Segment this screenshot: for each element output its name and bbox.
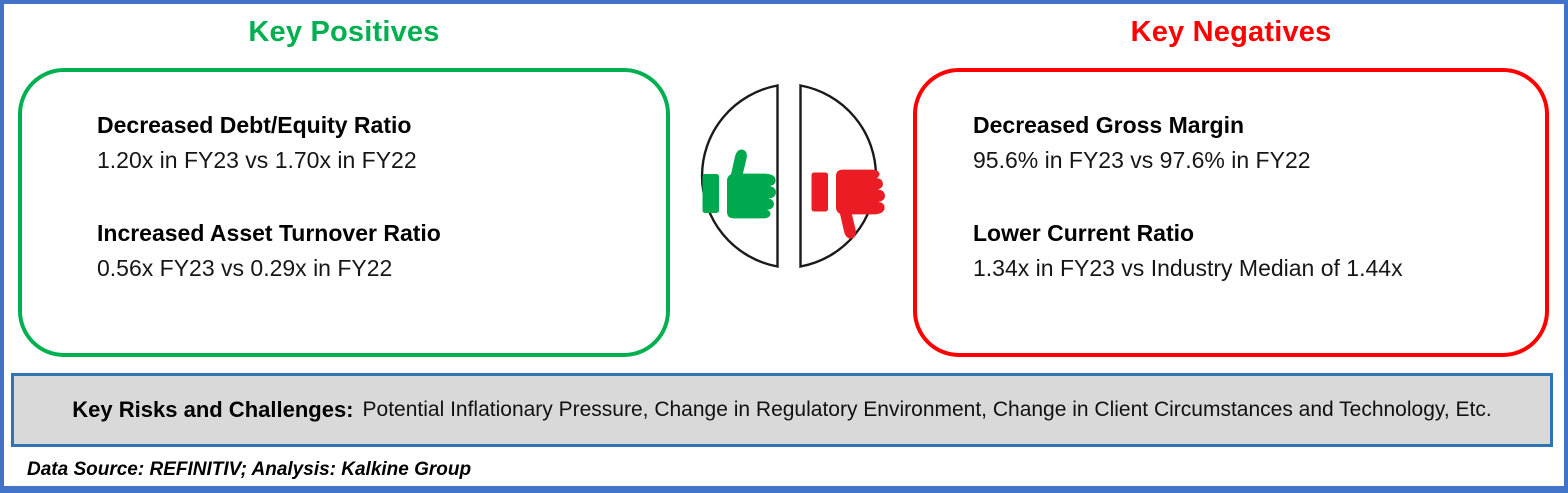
key-positives-panel: Decreased Debt/Equity Ratio 1.20x in FY2… <box>18 68 670 357</box>
risks-text: Potential Inflationary Pressure, Change … <box>362 398 1492 421</box>
risks-label: Key Risks and Challenges: <box>72 397 354 422</box>
positive-item-heading: Increased Asset Turnover Ratio <box>97 220 441 246</box>
negative-item-heading: Lower Current Ratio <box>973 220 1195 246</box>
negative-item-2: Lower Current Ratio 1.34x in FY23 vs Ind… <box>973 216 1529 286</box>
positive-item-heading: Decreased Debt/Equity Ratio <box>97 112 412 138</box>
negative-item-1: Decreased Gross Margin 95.6% in FY23 vs … <box>973 108 1529 178</box>
positive-item-2: Increased Asset Turnover Ratio 0.56x FY2… <box>97 216 650 286</box>
negative-item-heading: Decreased Gross Margin <box>973 112 1245 138</box>
positive-item-detail: 0.56x FY23 vs 0.29x in FY22 <box>97 255 393 281</box>
key-negatives-title: Key Negatives <box>1130 16 1332 48</box>
positive-item-detail: 1.20x in FY23 vs 1.70x in FY22 <box>97 147 417 173</box>
data-source-note: Data Source: REFINITIV; Analysis: Kalkin… <box>27 459 472 480</box>
risks-bar: Key Risks and Challenges: Potential Infl… <box>11 373 1553 447</box>
thumbs-down-icon <box>811 169 885 239</box>
key-negatives-panel: Decreased Gross Margin 95.6% in FY23 vs … <box>913 68 1549 357</box>
key-positives-title: Key Positives <box>248 16 440 48</box>
negative-item-detail: 1.34x in FY23 vs Industry Median of 1.44… <box>973 255 1403 281</box>
negative-item-detail: 95.6% in FY23 vs 97.6% in FY22 <box>973 147 1311 173</box>
positive-item-1: Decreased Debt/Equity Ratio 1.20x in FY2… <box>97 108 650 178</box>
thumbs-up-icon <box>702 149 776 219</box>
